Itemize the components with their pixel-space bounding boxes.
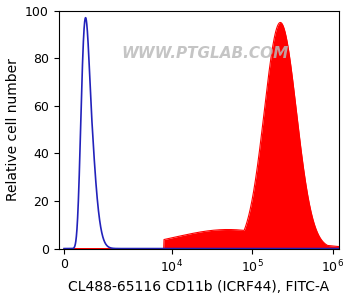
X-axis label: CL488-65116 CD11b (ICRF44), FITC-A: CL488-65116 CD11b (ICRF44), FITC-A [68, 280, 329, 294]
Text: WWW.PTGLAB.COM: WWW.PTGLAB.COM [121, 46, 288, 61]
Y-axis label: Relative cell number: Relative cell number [6, 58, 20, 201]
